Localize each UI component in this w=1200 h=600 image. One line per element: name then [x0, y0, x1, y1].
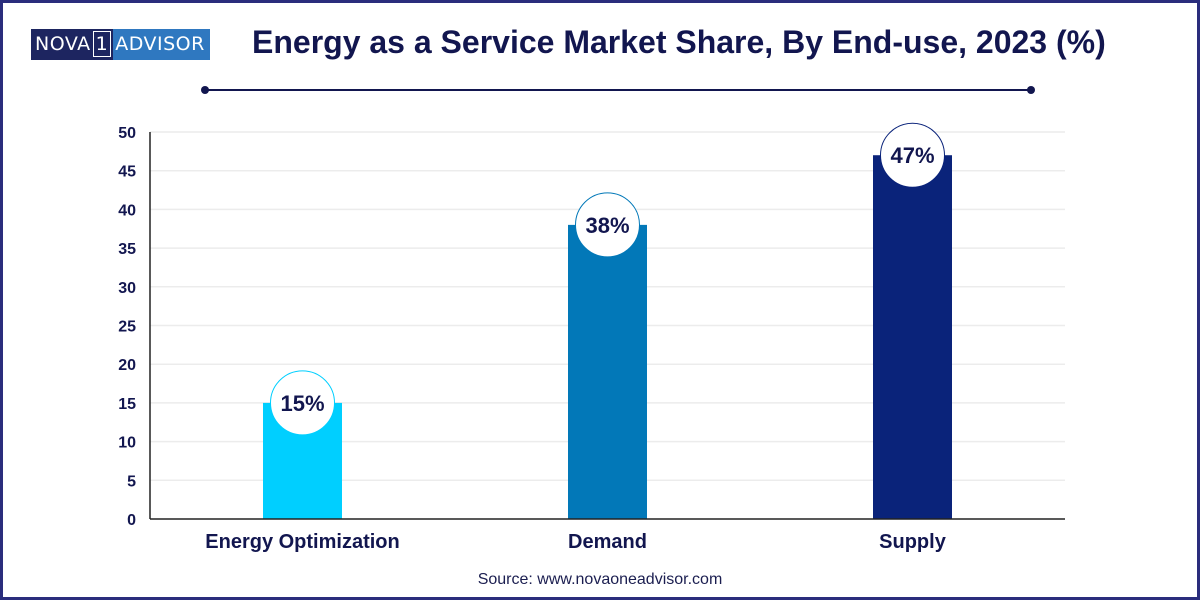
- logo-text-advisor: ADVISOR: [113, 29, 210, 60]
- y-tick-label: 0: [127, 512, 136, 529]
- logo-text-one: 1: [92, 31, 112, 57]
- data-label-bubble: [575, 192, 640, 258]
- y-tick-label: 45: [118, 164, 136, 181]
- chart-title: Energy as a Service Market Share, By End…: [252, 24, 1106, 60]
- bar: [568, 224, 647, 519]
- y-tick-label: 15: [118, 396, 136, 413]
- data-label-bubble: [270, 370, 335, 436]
- x-tick-label: Supply: [879, 531, 947, 553]
- y-tick-label: 5: [127, 473, 136, 490]
- x-tick-label: Energy Optimization: [205, 531, 399, 553]
- logo-nova: NOVA 1: [31, 29, 114, 60]
- underline-dot-left: [201, 86, 209, 94]
- underline-dot-right: [1027, 86, 1035, 94]
- x-tick-label: Demand: [568, 531, 647, 553]
- bar: [873, 155, 952, 519]
- source-note: Source: www.novaoneadvisor.com: [477, 571, 723, 588]
- y-tick-label: 40: [118, 202, 136, 219]
- y-tick-label: 30: [118, 280, 136, 297]
- data-label: 15%: [280, 391, 324, 416]
- y-tick-label: 20: [118, 357, 136, 374]
- y-tick-label: 10: [118, 435, 136, 452]
- logo-text-nova: NOVA: [35, 33, 91, 55]
- data-label-bubble: [880, 122, 945, 188]
- y-tick-label: 50: [118, 125, 136, 142]
- novaoneadvisor-logo: NOVA 1 ADVISOR: [31, 29, 210, 60]
- data-label: 47%: [890, 143, 934, 168]
- data-label: 38%: [585, 213, 629, 238]
- y-tick-label: 25: [118, 319, 136, 336]
- y-tick-label: 35: [118, 241, 136, 258]
